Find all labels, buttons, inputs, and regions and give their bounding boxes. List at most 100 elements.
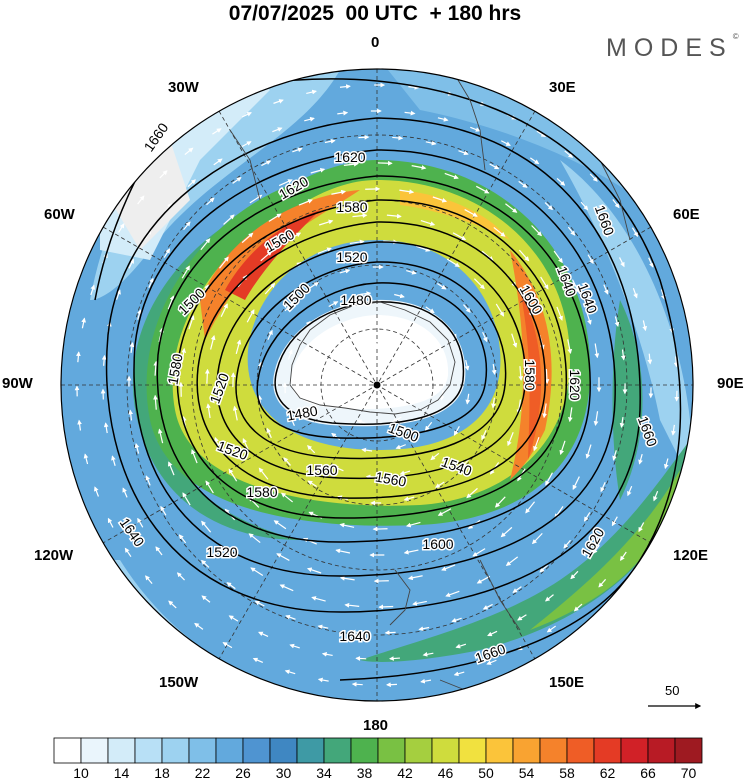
contour-label: 1580 [522,359,538,390]
wind-arrow [441,564,456,571]
wind-arrow [453,426,460,436]
wind-arrow [167,295,175,310]
wind-arrow [619,417,625,428]
wind-arrow [201,520,212,533]
wind-arrow [266,427,272,439]
wind-arrow [500,140,511,146]
wind-arrow [482,603,493,610]
wind-arrow [481,430,487,441]
wind-arrow [335,548,351,554]
wind-arrow [304,116,315,122]
wind-arrow [420,220,436,226]
wind-arrow [129,342,135,353]
wind-arrow [663,458,669,470]
wind-arrow [349,239,365,245]
wind-arrow [424,421,433,431]
wind-arrow [228,468,238,482]
wind-arrow [411,165,427,170]
wind-arrow [473,278,485,290]
wind-arrow [164,203,173,212]
wind-arrow [472,548,486,557]
wind-arrow [544,202,553,211]
colorbar-tick-label: 62 [599,765,616,781]
wind-arrow [284,669,296,675]
wind-arrow [619,257,625,268]
wind-arrow [148,277,154,288]
wind-arrow [536,130,546,138]
wind-arrow [567,407,573,423]
wind-arrow [436,282,447,290]
wind-arrow [220,303,228,317]
wind-arrow [145,475,151,486]
wind-arrow [598,578,607,588]
wind-arrow [352,213,368,218]
wind-arrow [191,449,198,464]
wind-arrow [470,126,481,132]
wind-arrow [394,293,405,299]
wind-arrow [258,631,269,637]
lon-label-120w: 120W [34,547,74,564]
wind-arrow [331,189,347,195]
wind-arrow [436,356,442,367]
wind-arrow [339,84,351,89]
contour-label: 1620 [334,149,365,165]
colorbar-tick-label: 34 [316,765,332,781]
wind-arrow [464,209,478,217]
wind-arrow [339,268,351,274]
wind-arrow [116,289,121,300]
wind-arrow [137,195,145,205]
wind-arrow [627,485,633,497]
wind-arrow [328,301,339,308]
wind-arrow [585,444,592,459]
wind-arrow [213,158,223,166]
wind-arrow [408,84,420,90]
lon-label-150w: 150W [159,674,199,691]
colorbar-tick-label: 26 [235,765,251,781]
wind-arrow [210,335,216,350]
wind-arrow [446,258,460,267]
wind-arrow [647,353,653,365]
wind-arrow [344,602,360,608]
wind-arrow [280,492,294,503]
wind-arrow [404,110,416,116]
wind-arrow [518,249,530,262]
wind-arrow [232,405,238,421]
wind-arrow [306,567,322,574]
wind-arrow [381,317,393,323]
wind-arrow [671,424,676,436]
wind-arrow [365,474,377,480]
lon-label-60w: 60W [44,206,75,223]
wind-arrow [405,521,421,528]
wind-arrow [201,559,210,568]
wind-arrow [264,282,276,295]
wind-arrow [435,481,445,488]
wind-arrow [276,553,290,561]
wind-arrow [389,656,400,661]
wind-arrow [407,575,423,581]
wind-arrow [392,135,404,141]
wind-arrow [360,291,372,296]
wind-arrow [278,179,293,187]
wind-arrow [350,629,362,635]
wind-arrow [317,247,332,255]
wind-arrow [587,254,594,265]
wind-arrow [403,549,419,555]
wind-arrow [539,564,548,573]
map-title: 07/07/2025 00 UTC + 180 hrs [228,2,522,25]
wind-arrow [612,199,620,209]
lon-label-0: 0 [371,34,380,51]
wind-arrow [556,177,566,186]
wind-arrow [601,228,609,238]
wind-arrow [101,354,107,366]
wind-arrow [553,250,563,264]
wind-arrow [573,603,583,612]
wind-arrow [218,256,229,269]
wind-arrow [321,339,330,349]
wind-arrow [223,214,235,225]
contour-label: 1520 [206,544,237,560]
colorbar-tick-label: 46 [437,765,454,781]
wind-arrow [81,317,86,329]
wind-arrow [128,409,134,421]
wind-arrow [413,329,423,338]
